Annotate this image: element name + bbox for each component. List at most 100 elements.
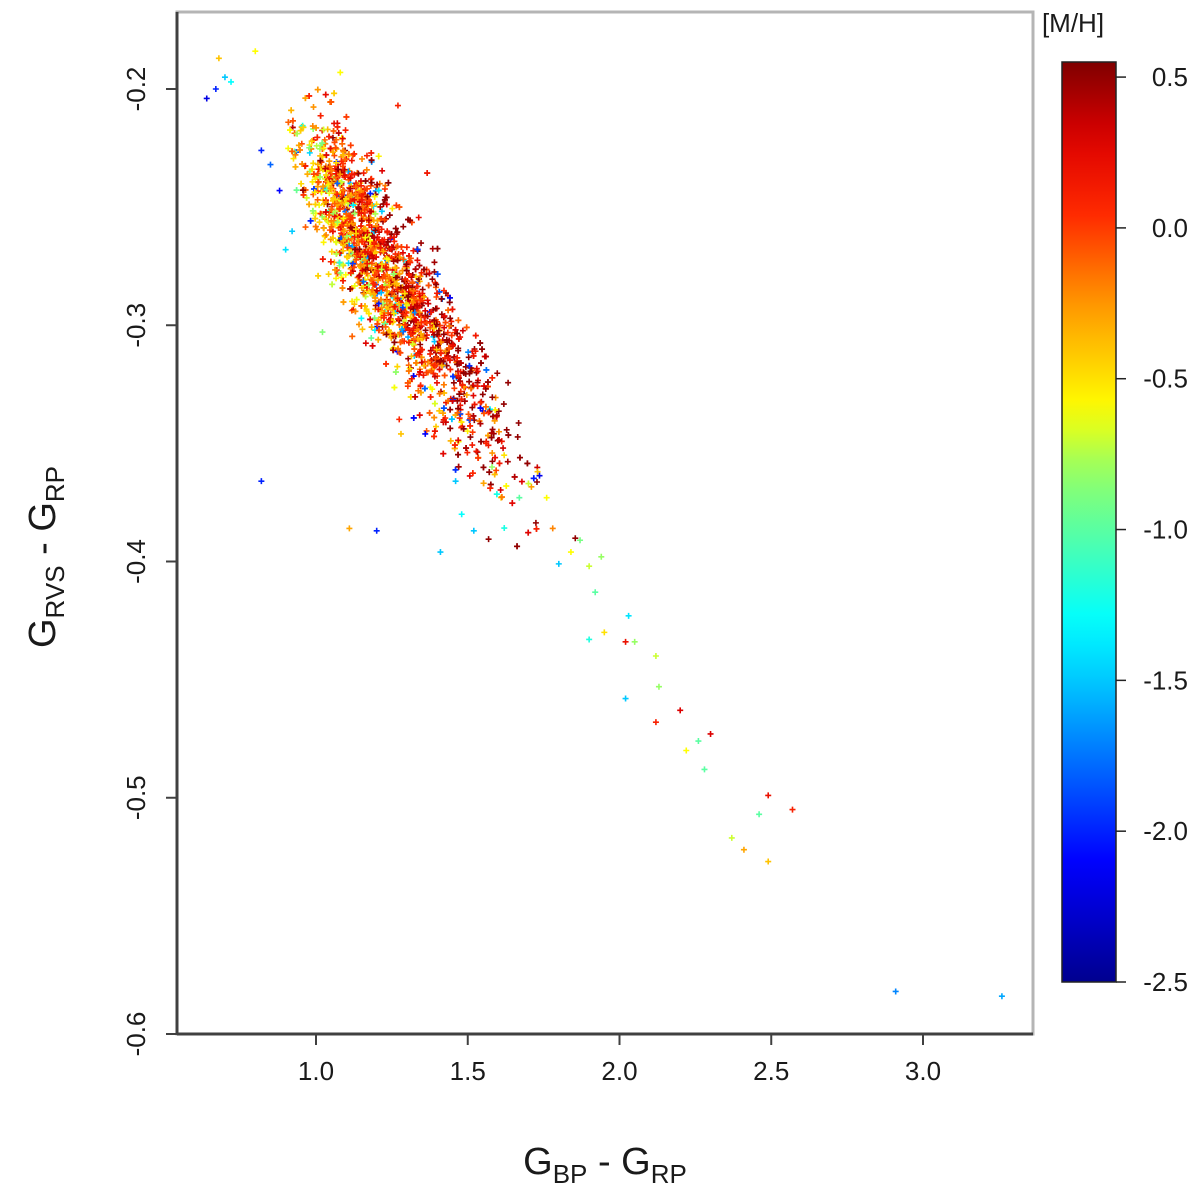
data-point [495, 428, 502, 435]
data-point [448, 416, 455, 423]
data-point [420, 334, 427, 341]
data-point [288, 107, 295, 114]
data-point [385, 327, 392, 334]
data-point [383, 331, 390, 338]
data-point [378, 266, 385, 273]
data-point [351, 282, 358, 289]
colorbar-tick-label: -2.5 [1143, 967, 1188, 997]
data-point [434, 331, 441, 338]
data-point [525, 480, 532, 487]
data-point [434, 271, 441, 278]
data-point [363, 185, 370, 192]
data-point [334, 123, 341, 130]
data-point [328, 248, 335, 255]
data-point [312, 201, 319, 208]
data-point [765, 858, 772, 865]
data-point [344, 254, 351, 261]
data-point [383, 201, 390, 208]
data-point [488, 434, 495, 441]
data-point [442, 319, 449, 326]
data-point [498, 494, 505, 501]
data-point [407, 255, 414, 262]
data-point [359, 326, 366, 333]
data-point [445, 307, 452, 314]
data-point [443, 336, 450, 343]
data-point [431, 433, 438, 440]
data-point [431, 259, 438, 266]
data-point [368, 208, 375, 215]
data-point [367, 242, 374, 249]
data-point [409, 341, 416, 348]
data-point [337, 171, 344, 178]
data-point [344, 244, 351, 251]
data-point [302, 162, 309, 169]
data-point [319, 213, 326, 220]
data-point [451, 354, 458, 361]
data-point [454, 409, 461, 416]
data-point [349, 333, 356, 340]
data-point [313, 142, 320, 149]
data-point [500, 445, 507, 452]
data-point [577, 537, 584, 544]
data-point [451, 385, 458, 392]
data-point [458, 419, 465, 426]
data-point [327, 145, 334, 152]
data-point [416, 262, 423, 269]
data-point [487, 485, 494, 492]
data-point [491, 417, 498, 424]
data-point [345, 151, 352, 158]
data-point [375, 317, 382, 324]
data-point [472, 332, 479, 339]
data-point [524, 460, 531, 467]
data-point [386, 212, 393, 219]
data-point [364, 260, 371, 267]
data-point [384, 229, 391, 236]
data-point [342, 195, 349, 202]
data-point [695, 738, 702, 745]
data-point [390, 347, 397, 354]
data-point [347, 285, 354, 292]
data-point [421, 294, 428, 301]
data-point [447, 406, 454, 413]
data-point [489, 394, 496, 401]
data-point [373, 201, 380, 208]
data-point [455, 372, 462, 379]
data-point [384, 238, 391, 245]
data-point [325, 212, 332, 219]
data-point [310, 160, 317, 167]
data-point [463, 445, 470, 452]
data-point [495, 408, 502, 415]
data-point [622, 695, 629, 702]
data-point [415, 214, 422, 221]
data-point [374, 320, 381, 327]
data-point [397, 349, 404, 356]
data-point [466, 362, 473, 369]
data-point [369, 202, 376, 209]
data-point [412, 393, 419, 400]
data-point [307, 217, 314, 224]
data-point [340, 187, 347, 194]
data-point [389, 205, 396, 212]
data-point [338, 191, 345, 198]
data-point [479, 346, 486, 353]
data-point [435, 342, 441, 349]
data-point [536, 472, 543, 479]
data-point [431, 362, 438, 369]
data-point [430, 325, 437, 332]
data-point [328, 186, 335, 193]
data-point [356, 246, 363, 253]
data-point [436, 390, 443, 397]
data-point [375, 300, 382, 307]
data-point [567, 549, 574, 556]
data-point [467, 368, 474, 375]
data-point [433, 379, 440, 386]
data-point [431, 428, 438, 435]
data-point [421, 385, 428, 392]
data-point [477, 420, 484, 427]
data-point [308, 138, 315, 145]
data-point [354, 194, 361, 201]
data-point [437, 350, 444, 357]
data-point [489, 464, 496, 470]
data-point [505, 379, 512, 386]
data-point [267, 161, 274, 168]
